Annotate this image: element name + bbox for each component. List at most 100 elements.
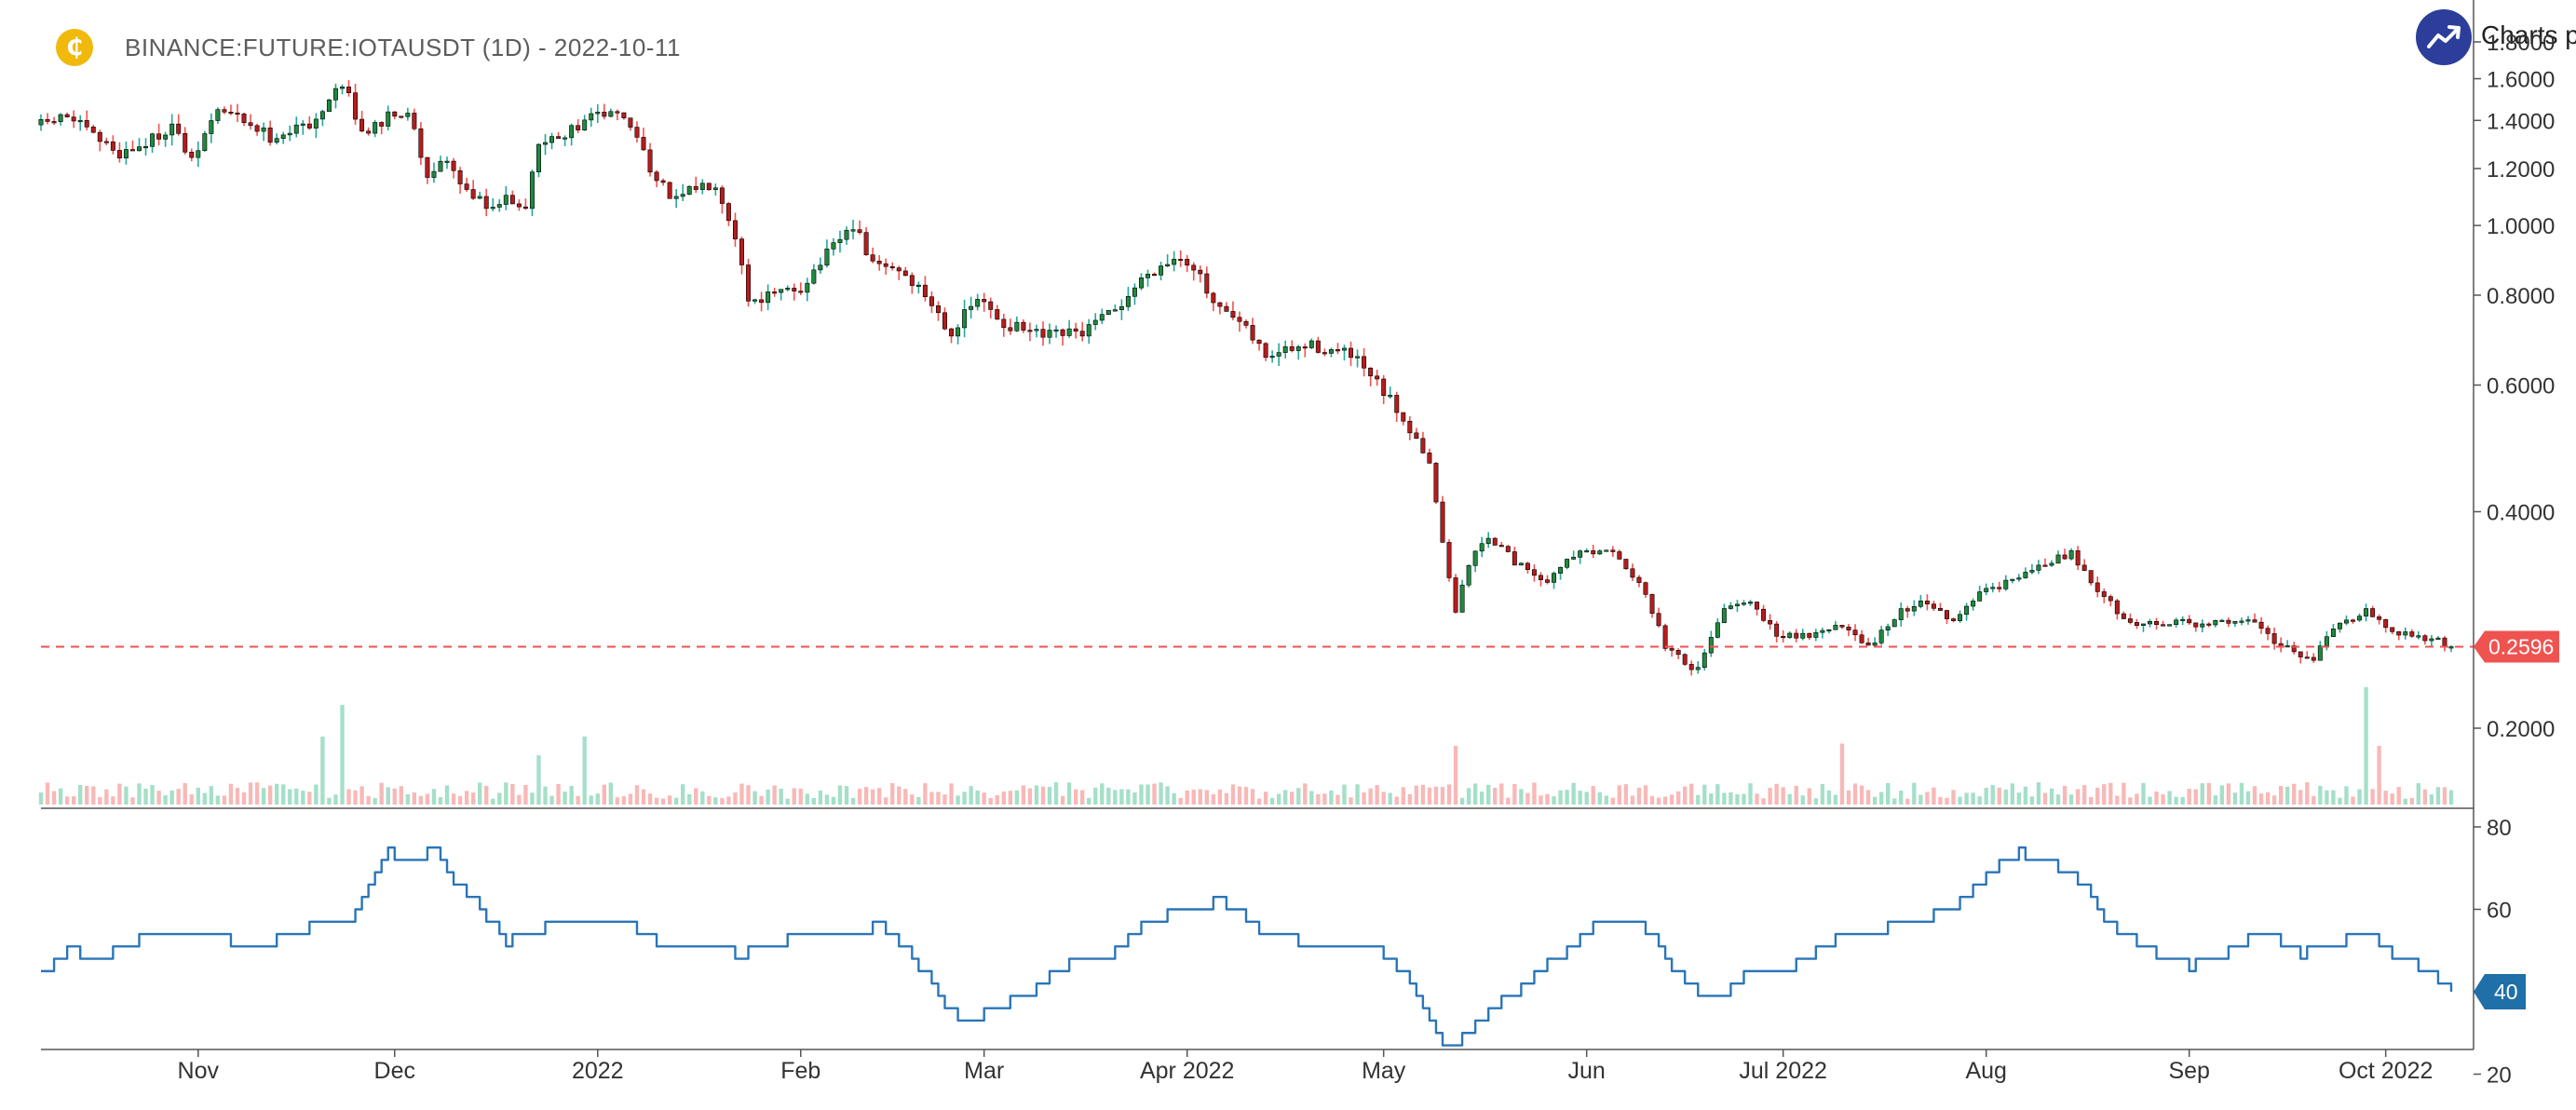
candle-body <box>1708 637 1714 654</box>
candle-body <box>2121 613 2126 619</box>
candle-body <box>2330 629 2336 638</box>
candle-body <box>2213 619 2218 626</box>
indicator-tick-label: 60 <box>2487 899 2512 924</box>
volume-bar <box>2154 792 2159 805</box>
volume-bar <box>2095 787 2100 805</box>
volume-bar <box>1479 792 1485 805</box>
volume-bar <box>1918 794 1923 805</box>
volume-bar <box>1001 791 1006 805</box>
candle-body <box>772 291 778 294</box>
chart-axes: 1.8000 1.6000 1.4000 1.2000 1.0000 0.8000 0.60… <box>41 0 2555 1089</box>
volume-bar <box>1375 785 1379 805</box>
candle-body <box>1931 603 1936 609</box>
candle-body <box>1492 537 1498 546</box>
candle-body <box>1119 305 1124 310</box>
candle-body <box>1682 654 1688 665</box>
candle-body <box>1565 559 1570 568</box>
candle-body <box>222 109 227 113</box>
volume-bar <box>85 785 89 805</box>
volume-bar <box>78 784 83 805</box>
candle-body <box>1466 565 1471 586</box>
volume-bar <box>91 786 96 805</box>
candle-body <box>2219 619 2225 622</box>
volume-bar <box>2298 790 2303 805</box>
volume-bar <box>608 782 614 805</box>
volume-bar <box>1100 783 1105 805</box>
volume-bar <box>1859 785 1864 805</box>
candle-body <box>1446 542 1452 578</box>
volume-bar <box>1407 793 1412 805</box>
candle-body <box>752 299 758 302</box>
candle-body <box>1079 331 1085 337</box>
candle-body <box>150 133 156 147</box>
y-tick-label: 1.8000 <box>2487 31 2555 56</box>
volume-bar <box>1755 793 1759 805</box>
candle-body <box>209 120 214 134</box>
candle-body <box>1086 324 1091 337</box>
volume-bar <box>1839 743 1845 805</box>
candle-body <box>1295 346 1301 351</box>
volume-bar <box>51 791 57 805</box>
x-tick-label: Mar <box>964 1058 1004 1084</box>
volume-bar <box>831 796 836 805</box>
candle-body <box>1807 632 1812 638</box>
volume-bar <box>2108 782 2113 805</box>
volume-bar <box>1355 784 1360 805</box>
candle-body <box>84 120 89 128</box>
candle-body <box>1794 632 1799 639</box>
volume-bar <box>1669 794 1674 805</box>
candle-body <box>1820 629 1825 633</box>
candle-body <box>628 117 633 128</box>
candle-body <box>2127 618 2133 623</box>
candle-body <box>189 152 195 158</box>
candle-body <box>563 137 568 140</box>
indicator-panel <box>41 846 2453 1047</box>
candle-body <box>2304 657 2310 659</box>
candle-body <box>1911 605 1917 612</box>
volume-bar <box>497 792 502 805</box>
volume-bar <box>969 786 973 805</box>
volume-bar <box>1198 789 1202 805</box>
candle-body <box>287 132 292 136</box>
volume-bar <box>543 786 548 805</box>
volume-bar <box>1662 796 1668 805</box>
volume-bar <box>169 790 174 805</box>
candle-body <box>2049 562 2054 566</box>
volume-bar <box>457 795 463 805</box>
brand-logo-icon[interactable] <box>2416 9 2472 65</box>
volume-bar <box>1230 784 1236 805</box>
volume-bar <box>137 783 142 805</box>
candle-body <box>1630 568 1635 578</box>
candle-body <box>2422 635 2428 642</box>
volume-bar <box>2422 789 2428 805</box>
candle-body <box>477 196 482 199</box>
volume-bar <box>962 792 967 805</box>
volume-bar <box>995 794 999 805</box>
candle-body <box>1688 664 1694 670</box>
volume-bar <box>752 791 757 805</box>
candle-body <box>1721 608 1727 624</box>
candle-body <box>2010 578 2015 581</box>
volume-bar <box>2429 794 2434 805</box>
candle-body <box>1440 501 1445 543</box>
candle-body <box>1859 634 1864 643</box>
candle-body <box>1289 346 1295 351</box>
candle-body <box>123 149 129 159</box>
volume-bar <box>2245 791 2251 805</box>
candle-body <box>673 196 679 199</box>
candle-body <box>1656 613 1661 627</box>
candle-body <box>602 112 607 117</box>
candle-body <box>1388 395 1393 398</box>
volume-bar <box>2435 787 2441 805</box>
volume-bar <box>713 797 718 805</box>
candle-body <box>438 160 443 172</box>
volume-bar <box>386 787 390 805</box>
volume-bar <box>124 786 129 805</box>
volume-bar <box>2396 787 2401 805</box>
candle-body <box>831 242 836 250</box>
volume-bar <box>301 791 305 805</box>
candle-body <box>902 270 908 277</box>
volume-bar <box>1217 789 1223 805</box>
volume-bar <box>1256 798 1262 805</box>
